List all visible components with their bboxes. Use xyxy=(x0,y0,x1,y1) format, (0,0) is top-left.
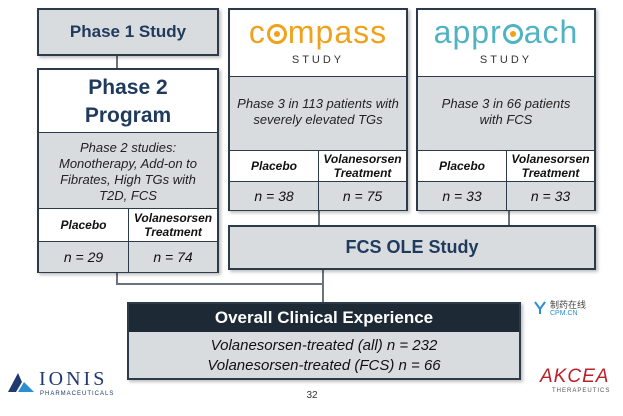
compass-treatment-label: Volanesorsen Treatment xyxy=(318,150,407,182)
phase2-treatment-label: Volanesorsen Treatment xyxy=(128,208,218,242)
compass-logo-wordmark: c mpass xyxy=(230,12,406,52)
watermark-site: CPM.CN xyxy=(550,310,578,317)
approach-placebo-label: Placebo xyxy=(417,150,507,182)
connector-approach-ole xyxy=(508,211,510,225)
connector-phase2-bus xyxy=(116,273,118,283)
akcea-name: AKCEA xyxy=(540,366,610,387)
approach-treatment-n: n = 33 xyxy=(506,181,595,211)
approach-logo-suffix: ach xyxy=(523,14,579,50)
approach-placebo-n: n = 33 xyxy=(417,181,507,211)
approach-desc-bg xyxy=(418,76,594,150)
phase2-treatment-n: n = 74 xyxy=(128,241,218,273)
compass-logo-sub: STUDY xyxy=(291,54,345,66)
compass-logo: c mpass STUDY xyxy=(230,12,406,74)
overall-line1: Volanesorsen-treated (all) n = 232 xyxy=(210,337,438,354)
phase2-placebo-n: n = 29 xyxy=(38,241,129,273)
ole-box: FCS OLE Study xyxy=(228,225,596,270)
compass-placebo-n: n = 38 xyxy=(229,181,319,211)
approach-logo-prefix: appr xyxy=(433,14,502,50)
watermark-icon xyxy=(534,301,546,314)
overall-title: Overall Clinical Experience xyxy=(214,308,434,327)
approach-logo: appr ach STUDY xyxy=(418,12,594,74)
connector-bus-horizontal xyxy=(116,283,324,285)
ionis-mark-icon xyxy=(8,373,34,392)
approach-box: appr ach STUDY Phase 3 in 66 patients wit… xyxy=(416,8,596,211)
watermark-cn: 制药在线 xyxy=(550,300,587,310)
ole-title: FCS OLE Study xyxy=(345,237,479,257)
overall-header: Overall Clinical Experience xyxy=(129,304,519,332)
compass-description: Phase 3 in 113 patients with severely el… xyxy=(237,96,399,127)
phase1-title: Phase 1 Study xyxy=(69,22,187,41)
compass-placebo-label: Placebo xyxy=(229,150,319,182)
ionis-sub: PHARMACEUTICALS xyxy=(40,391,115,397)
compass-logo-prefix: c xyxy=(248,14,266,50)
approach-logo-sub: STUDY xyxy=(479,54,533,66)
overall-line2: Volanesorsen-treated (FCS) n = 66 xyxy=(207,357,441,374)
compass-desc-bg xyxy=(230,76,406,150)
phase2-title: Phase 2 Program xyxy=(39,70,217,132)
watermark: 制药在线 CPM.CN xyxy=(533,298,603,324)
compass-logo-mid: mpass xyxy=(287,14,388,50)
page-number: 32 xyxy=(306,390,318,401)
approach-logo-wordmark: appr ach xyxy=(418,12,594,52)
phase2-title-line1: Phase 2 xyxy=(88,76,168,99)
connector-ole-overall xyxy=(322,270,324,302)
approach-logo-o-icon xyxy=(502,24,523,44)
approach-description: Phase 3 in 66 patients with FCS xyxy=(441,96,571,127)
ionis-logo: IONIS PHARMACEUTICALS xyxy=(6,368,121,400)
compass-box: c mpass STUDY Phase 3 in 113 patients wit… xyxy=(228,8,408,211)
ionis-name: IONIS xyxy=(39,368,108,390)
compass-logo-o-icon xyxy=(266,24,287,44)
phase2-desc-bg xyxy=(39,132,217,208)
phase2-placebo-label: Placebo xyxy=(38,208,129,242)
akcea-logo: AKCEA THERAPEUTICS xyxy=(540,366,620,400)
phase2-box: Phase 2 Program Phase 2 studies: Monothe… xyxy=(37,68,219,273)
connector-compass-ole xyxy=(318,211,320,225)
overall-box: Overall Clinical Experience Volanesorsen… xyxy=(127,302,521,380)
phase1-box: Phase 1 Study xyxy=(37,8,219,56)
phase2-description: Phase 2 studies: Monotherapy, Add-on to … xyxy=(58,140,198,203)
akcea-sub: THERAPEUTICS xyxy=(552,388,611,394)
approach-treatment-label: Volanesorsen Treatment xyxy=(506,150,595,182)
compass-treatment-n: n = 75 xyxy=(318,181,407,211)
phase2-title-line2: Program xyxy=(84,104,172,127)
connector-phase1-phase2 xyxy=(116,56,118,68)
